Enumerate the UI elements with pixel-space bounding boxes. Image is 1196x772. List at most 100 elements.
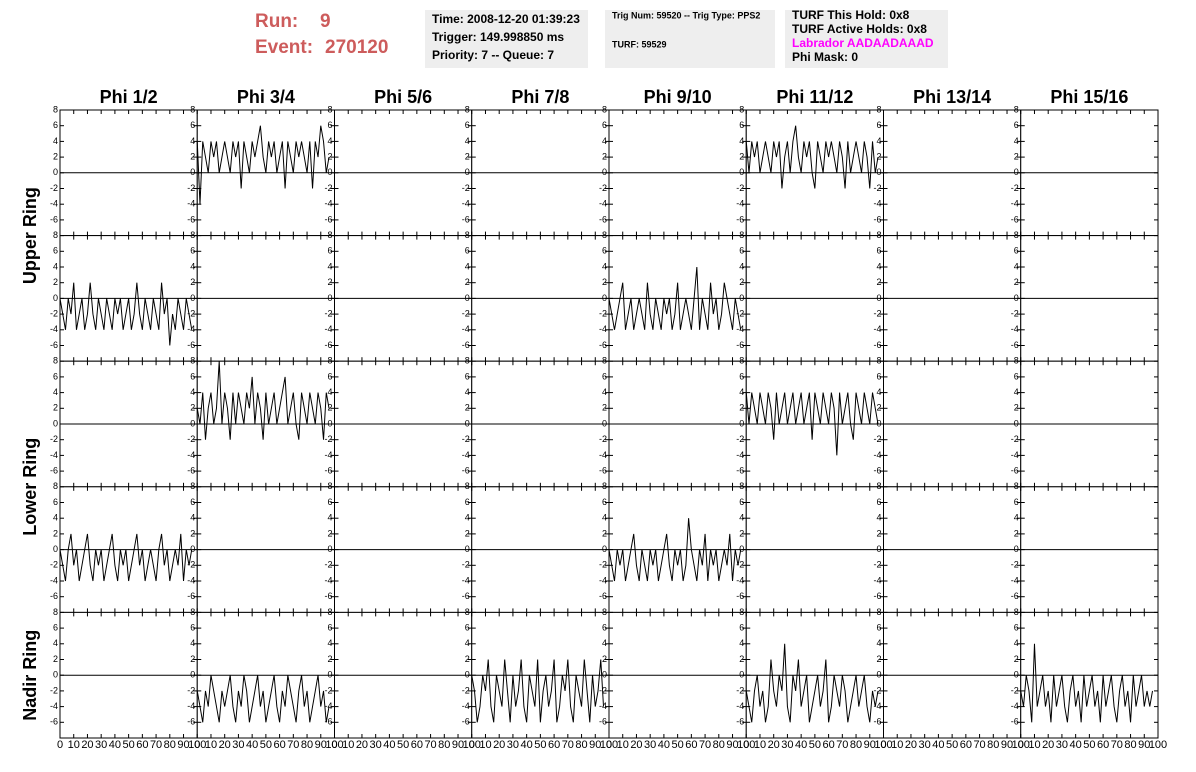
x-tick-label: 30	[919, 739, 931, 751]
y-tick-label: 8	[602, 356, 607, 366]
y-tick-label: -6	[324, 591, 332, 601]
y-tick-label: -4	[599, 450, 607, 460]
y-tick-label: -4	[187, 199, 195, 209]
x-tick-label: 10	[891, 739, 903, 751]
y-tick-label: -4	[462, 324, 470, 334]
waveform	[196, 125, 330, 205]
y-tick-label: 4	[876, 387, 881, 397]
y-tick-label: -4	[873, 199, 881, 209]
y-tick-label: 6	[876, 120, 881, 130]
y-tick-label: 6	[190, 497, 195, 507]
y-tick-label: -2	[736, 308, 744, 318]
y-tick-label: -4	[873, 701, 881, 711]
y-tick-label: -2	[462, 434, 470, 444]
y-tick-label: 6	[1014, 246, 1019, 256]
waveform	[745, 392, 879, 456]
y-tick-label: 4	[1014, 136, 1019, 146]
y-tick-label: 8	[876, 481, 881, 491]
y-tick-label: 2	[739, 277, 744, 287]
x-tick-label: 30	[781, 739, 793, 751]
y-tick-label: 0	[190, 670, 195, 680]
y-tick-label: -4	[1011, 199, 1019, 209]
y-tick-label: 2	[602, 403, 607, 413]
y-tick-label: 0	[1014, 418, 1019, 428]
y-tick-label: -6	[1011, 591, 1019, 601]
x-tick-label: 100	[874, 739, 892, 751]
y-tick-label: -4	[599, 324, 607, 334]
y-tick-label: 8	[53, 230, 58, 240]
y-tick-label: 6	[1014, 497, 1019, 507]
y-tick-label: 6	[327, 120, 332, 130]
y-tick-label: -2	[187, 434, 195, 444]
waveform	[196, 675, 330, 723]
x-tick-label: 100	[463, 739, 481, 751]
y-tick-label: 0	[1014, 670, 1019, 680]
y-tick-label: 6	[327, 622, 332, 632]
y-tick-label: 0	[1014, 544, 1019, 554]
info-text: Time: 2008-12-20 01:39:23	[432, 12, 580, 26]
y-tick-label: 2	[465, 528, 470, 538]
y-tick-label: 4	[53, 136, 58, 146]
run-label: Run:	[255, 11, 298, 32]
y-tick-label: 4	[739, 136, 744, 146]
y-tick-label: -2	[736, 434, 744, 444]
x-tick-label: 60	[136, 739, 148, 751]
y-tick-label: 2	[602, 654, 607, 664]
y-tick-label: -6	[50, 214, 58, 224]
y-tick-label: 2	[739, 403, 744, 413]
y-tick-label: 0	[465, 670, 470, 680]
x-tick-label: 40	[109, 739, 121, 751]
x-tick-label: 70	[424, 739, 436, 751]
y-tick-label: -4	[50, 450, 58, 460]
y-tick-label: -2	[324, 183, 332, 193]
y-tick-label: -2	[599, 434, 607, 444]
x-tick-label: 80	[164, 739, 176, 751]
y-tick-label: -6	[599, 214, 607, 224]
x-tick-label: 10	[68, 739, 80, 751]
y-tick-label: 6	[876, 497, 881, 507]
y-tick-label: 2	[327, 403, 332, 413]
y-tick-label: 4	[465, 638, 470, 648]
y-tick-label: 4	[1014, 261, 1019, 271]
y-tick-label: -2	[736, 560, 744, 570]
x-tick-label: 10	[205, 739, 217, 751]
y-tick-label: 4	[327, 136, 332, 146]
info-text: TURF: 59529	[612, 39, 667, 49]
column-title: Phi 9/10	[644, 87, 712, 107]
y-tick-label: 4	[876, 261, 881, 271]
y-tick-label: -2	[50, 685, 58, 695]
y-tick-label: -6	[599, 465, 607, 475]
y-tick-label: 0	[327, 418, 332, 428]
y-tick-label: -6	[462, 591, 470, 601]
y-tick-label: -6	[324, 717, 332, 727]
y-tick-label: 2	[1014, 403, 1019, 413]
y-tick-label: -2	[736, 183, 744, 193]
column-title: Phi 5/6	[374, 87, 432, 107]
y-tick-label: 8	[1014, 356, 1019, 366]
y-tick-label: -6	[1011, 340, 1019, 350]
y-tick-label: -2	[462, 308, 470, 318]
x-tick-label: 0	[469, 739, 475, 751]
y-tick-label: 4	[465, 387, 470, 397]
x-tick-label: 80	[1124, 739, 1136, 751]
y-tick-label: 4	[53, 387, 58, 397]
x-tick-label: 30	[507, 739, 519, 751]
y-tick-label: 6	[602, 371, 607, 381]
x-tick-label: 100	[737, 739, 755, 751]
x-tick-label: 0	[194, 739, 200, 751]
x-tick-label: 90	[726, 739, 738, 751]
y-tick-label: 6	[876, 371, 881, 381]
y-tick-label: 0	[602, 418, 607, 428]
y-tick-label: 0	[190, 293, 195, 303]
x-tick-label: 0	[743, 739, 749, 751]
y-tick-label: 6	[602, 622, 607, 632]
y-tick-label: 8	[602, 607, 607, 617]
y-tick-label: -6	[187, 465, 195, 475]
y-tick-label: -2	[50, 308, 58, 318]
y-tick-label: -2	[873, 685, 881, 695]
y-tick-label: 4	[602, 136, 607, 146]
y-tick-label: 0	[876, 670, 881, 680]
y-tick-label: 8	[739, 356, 744, 366]
x-tick-label: 90	[1138, 739, 1150, 751]
x-tick-label: 70	[150, 739, 162, 751]
